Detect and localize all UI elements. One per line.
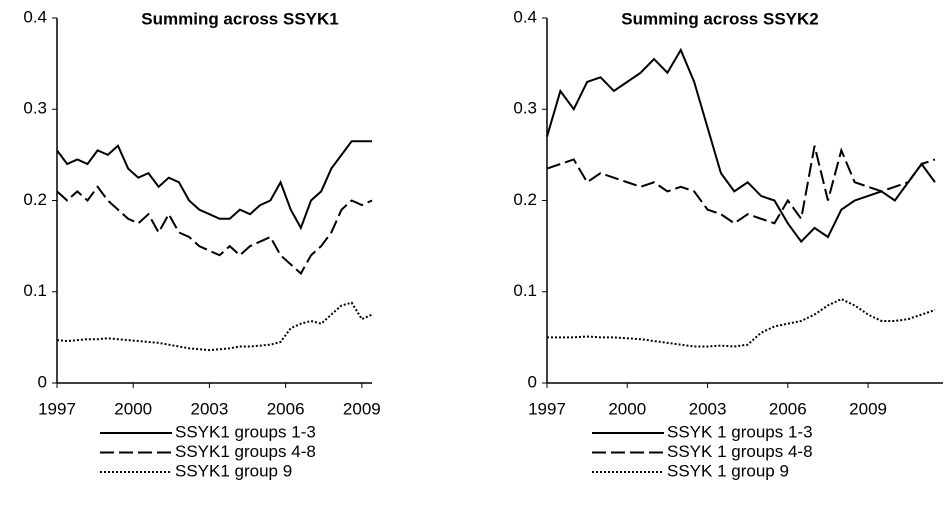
y-tick-label: 0.3 — [513, 99, 537, 118]
series-line — [546, 145, 936, 225]
x-tick-label: 2006 — [267, 399, 305, 418]
y-tick-label: 0.4 — [513, 7, 537, 26]
chart-title: Summing across SSYK1 — [141, 9, 338, 28]
x-tick-label: 2000 — [608, 399, 646, 418]
y-tick-label: 0.2 — [23, 190, 47, 209]
series-line — [56, 140, 372, 231]
x-tick-label: 1997 — [528, 399, 566, 418]
x-tick-label: 2003 — [191, 399, 229, 418]
y-tick-label: 0.3 — [23, 99, 47, 118]
legend-label: SSYK 1 group 9 — [667, 461, 789, 480]
x-tick-label: 2009 — [849, 399, 887, 418]
x-tick-label: 2006 — [769, 399, 807, 418]
y-tick-label: 0.2 — [513, 190, 537, 209]
series-line — [56, 301, 373, 352]
chart-title: Summing across SSYK2 — [621, 9, 818, 28]
series-line — [547, 297, 936, 348]
x-tick-label: 1997 — [38, 399, 76, 418]
x-tick-label: 2009 — [343, 399, 381, 418]
y-tick-label: 0 — [528, 372, 537, 391]
legend-label: SSYK 1 groups 4-8 — [667, 442, 813, 461]
y-tick-label: 0.1 — [23, 281, 47, 300]
legend-label: SSYK 1 groups 1-3 — [667, 422, 813, 441]
series-line — [56, 185, 373, 276]
x-tick-label: 2003 — [689, 399, 727, 418]
y-tick-label: 0 — [38, 372, 47, 391]
series-line — [546, 47, 936, 244]
legend-label: SSYK1 group 9 — [175, 461, 292, 480]
legend-label: SSYK1 groups 1-3 — [175, 422, 316, 441]
y-tick-label: 0.1 — [513, 281, 537, 300]
x-tick-label: 2000 — [114, 399, 152, 418]
legend-label: SSYK1 groups 4-8 — [175, 442, 316, 461]
y-tick-label: 0.4 — [23, 7, 47, 26]
